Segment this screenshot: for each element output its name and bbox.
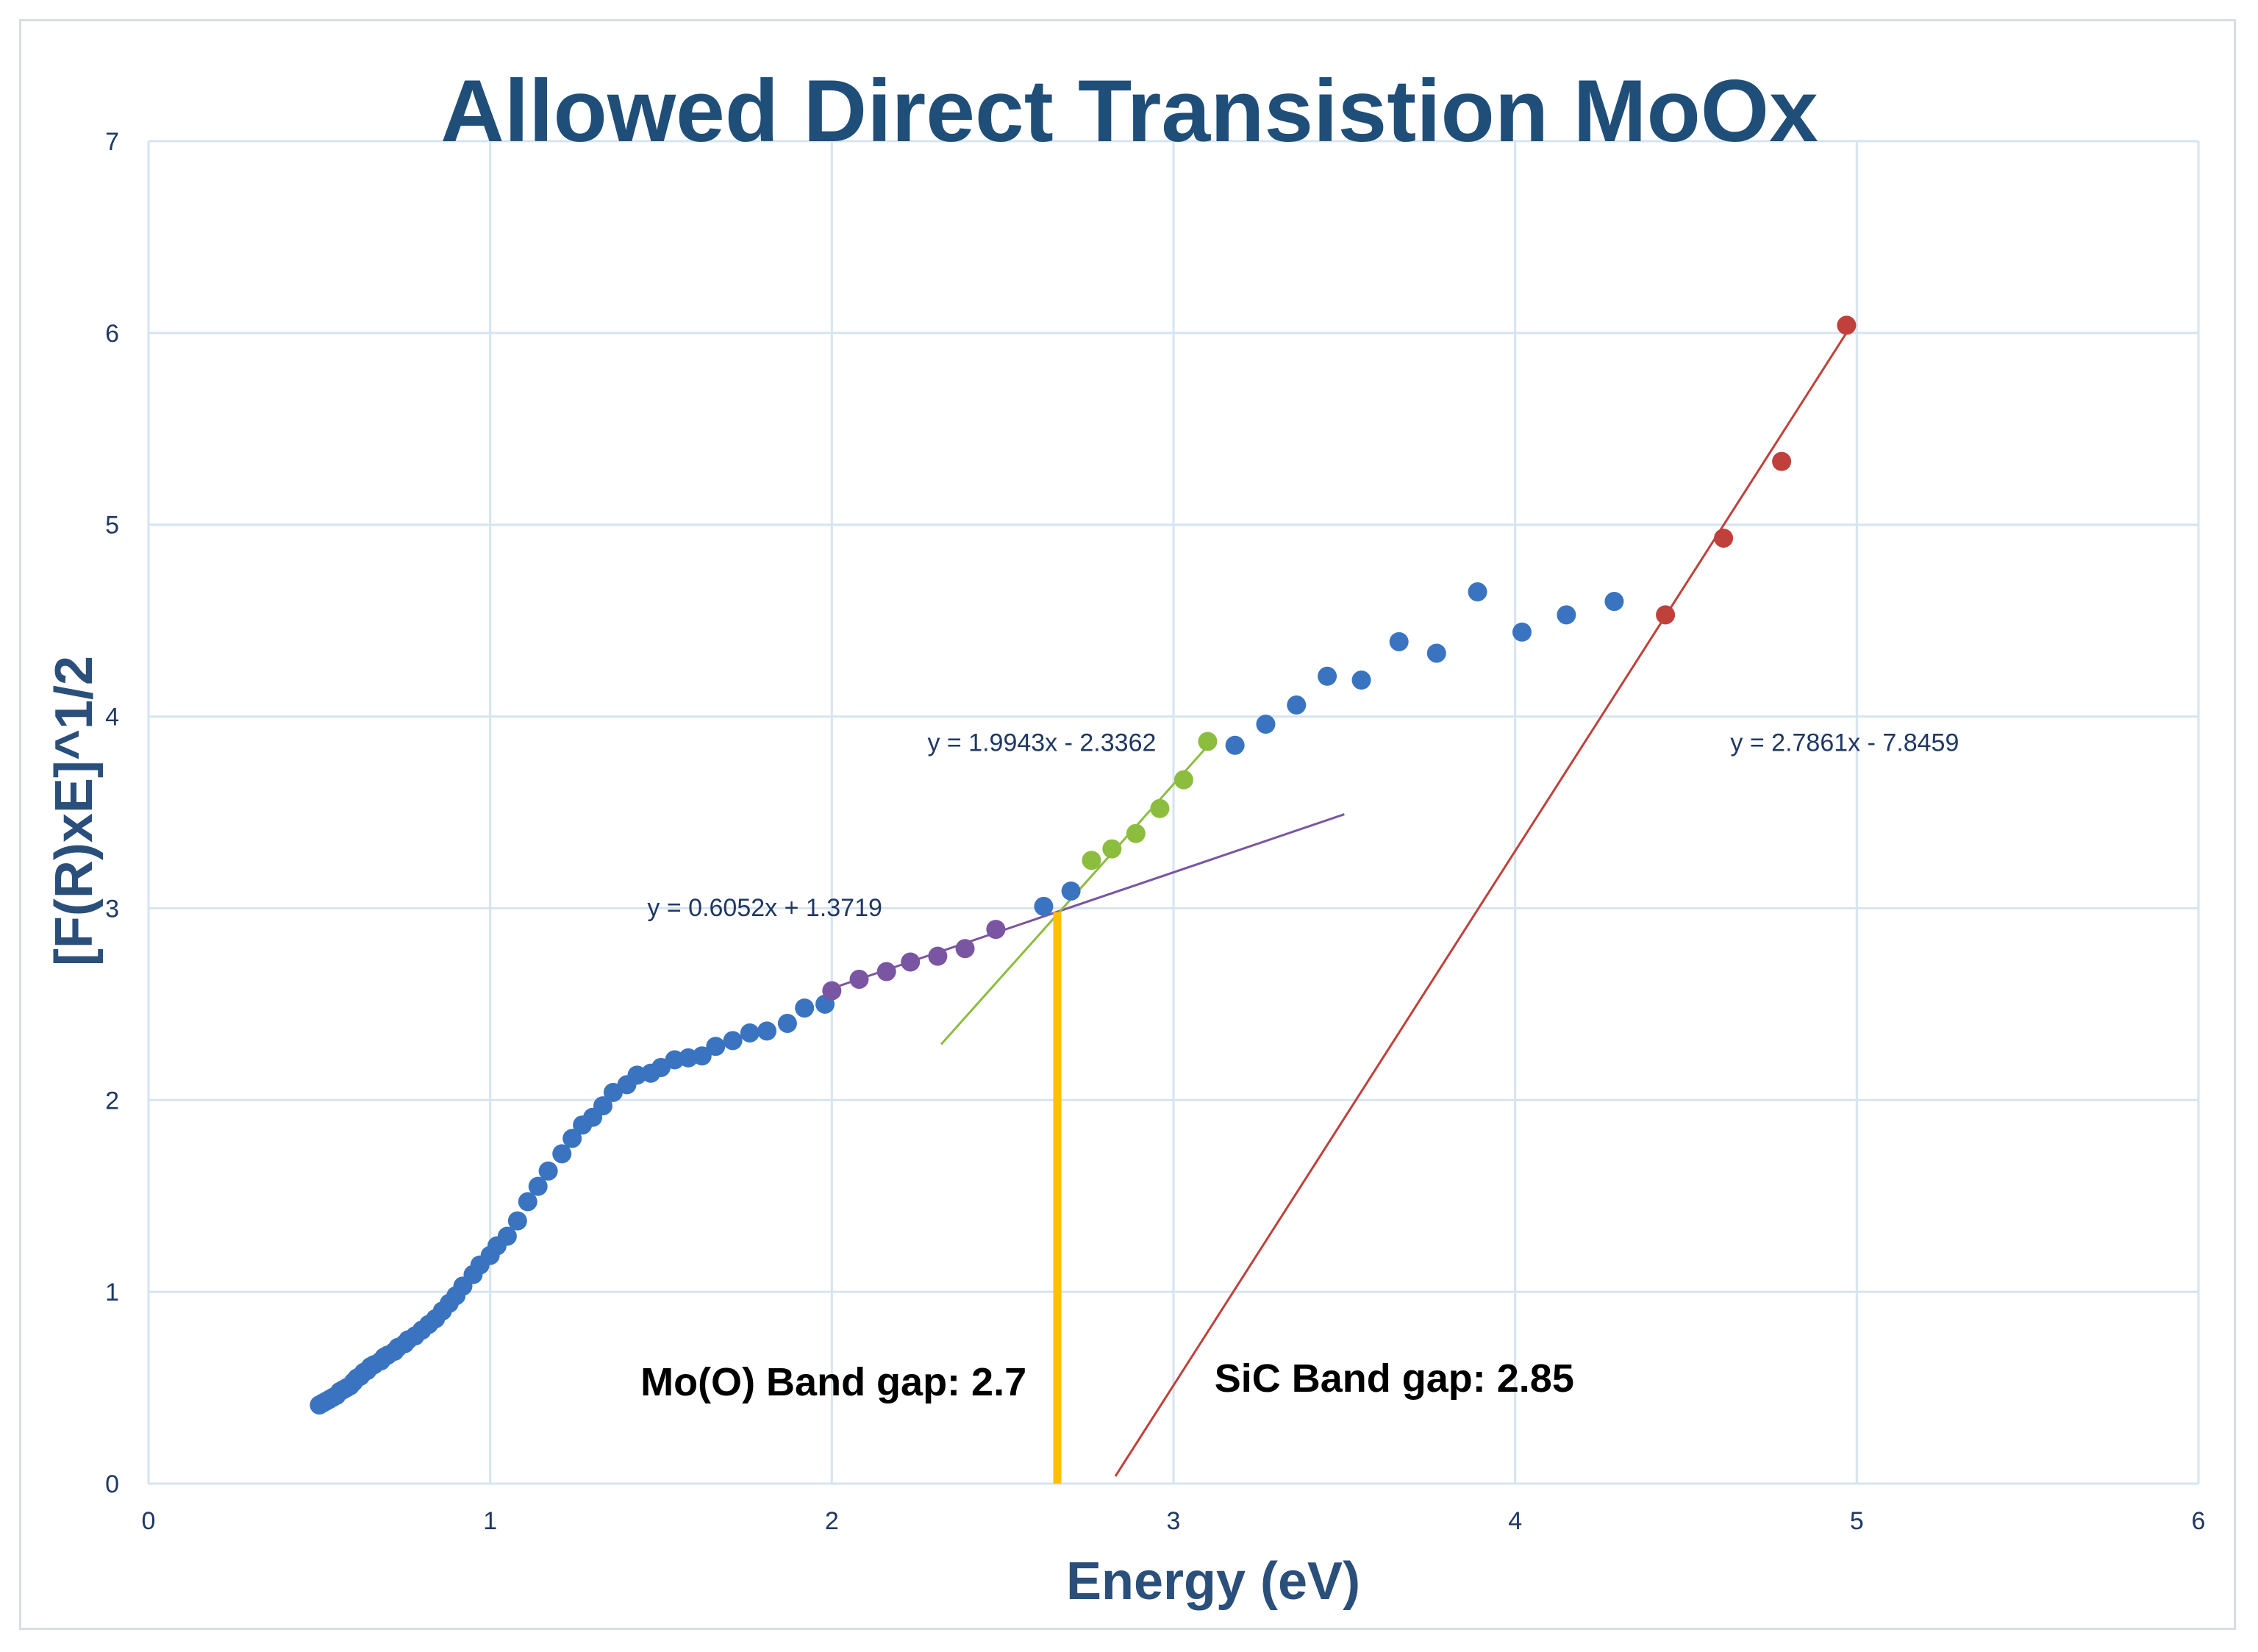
data-point-blue <box>507 1211 527 1231</box>
data-point-purple <box>849 969 869 989</box>
trend-line-red <box>1114 332 1848 1477</box>
data-point-blue <box>1389 632 1409 651</box>
x-tick-label: 5 <box>1850 1507 1864 1535</box>
data-point-blue <box>795 998 815 1018</box>
data-point-blue <box>757 1021 777 1041</box>
data-point-blue <box>1256 715 1276 734</box>
x-tick-label: 0 <box>142 1507 156 1535</box>
data-point-blue <box>497 1226 517 1246</box>
tick-labels: 0 1 2 3 4 5 6 0 1 2 3 4 5 6 7 <box>105 128 2205 1535</box>
x-tick-label: 3 <box>1167 1507 1181 1535</box>
y-tick-label: 6 <box>105 320 119 348</box>
y-tick-label: 4 <box>105 704 119 732</box>
data-point-purple <box>928 946 948 966</box>
chart-frame <box>19 19 2236 1630</box>
data-point-blue <box>1426 643 1446 663</box>
data-point-blue <box>1351 671 1371 690</box>
data-point-green <box>1102 839 1122 859</box>
y-tick-label: 1 <box>105 1279 119 1306</box>
data-point-blue <box>706 1037 726 1056</box>
data-point-purple <box>955 939 975 959</box>
data-point-blue <box>593 1096 613 1116</box>
data-point-blue <box>1512 622 1532 642</box>
data-point-blue <box>1318 666 1337 686</box>
data-point-blue <box>1034 896 1054 916</box>
data-point-blue <box>777 1013 797 1033</box>
x-tick-label: 1 <box>483 1507 497 1535</box>
data-point-blue <box>518 1192 537 1212</box>
data-point-blue <box>723 1031 743 1051</box>
data-point-blue <box>1061 881 1081 901</box>
data-point-red <box>1656 605 1676 625</box>
y-tick-label: 2 <box>105 1087 119 1115</box>
data-point-purple <box>876 962 896 981</box>
data-point-blue <box>552 1144 572 1164</box>
bandgap-annotation: SiC Band gap: 2.85 <box>1215 1356 1574 1401</box>
y-tick-label: 3 <box>105 895 119 923</box>
x-tick-label: 6 <box>2192 1507 2206 1535</box>
x-tick-label: 2 <box>825 1507 839 1535</box>
y-axis-label: [F(R)xE]^1/2 <box>45 656 104 966</box>
data-points <box>310 315 1857 1415</box>
bandgap-annotation: Mo(O) Band gap: 2.7 <box>640 1360 1026 1404</box>
data-point-blue <box>1468 582 1487 602</box>
trend-equation-purple: y = 0.6052x + 1.3719 <box>647 894 882 922</box>
data-point-blue <box>1557 605 1576 625</box>
data-point-blue <box>740 1023 760 1043</box>
x-tick-label: 4 <box>1508 1507 1522 1535</box>
data-point-green <box>1126 823 1146 843</box>
data-point-blue <box>1287 695 1307 715</box>
trend-equation-green: y = 1.9943x - 2.3362 <box>927 729 1156 757</box>
data-point-red <box>1714 528 1734 548</box>
trend-equation-red: y = 2.7861x - 7.8459 <box>1730 729 1959 757</box>
x-axis-label: Energy (eV) <box>1066 1552 1360 1611</box>
y-tick-label: 0 <box>105 1470 119 1498</box>
data-point-green <box>1173 770 1193 790</box>
y-tick-label: 5 <box>105 512 119 540</box>
data-point-red <box>1772 451 1792 471</box>
data-point-purple <box>901 952 921 972</box>
y-tick-label: 7 <box>105 128 119 156</box>
data-point-blue <box>562 1129 582 1148</box>
data-point-red <box>1837 315 1857 335</box>
labels: Allowed Direct Transistion MoOx Energy (… <box>45 62 1959 1611</box>
data-point-green <box>1198 732 1218 751</box>
data-point-blue <box>538 1161 558 1181</box>
data-point-blue <box>1604 592 1624 612</box>
trend-lines <box>831 332 1848 1477</box>
data-point-purple <box>822 981 842 1001</box>
data-point-green <box>1082 851 1101 870</box>
grid <box>147 140 2200 1485</box>
data-point-blue <box>1225 735 1245 755</box>
data-point-blue <box>692 1046 712 1066</box>
data-point-blue <box>528 1176 548 1196</box>
data-point-purple <box>986 920 1006 940</box>
data-point-green <box>1150 798 1170 818</box>
chart-title: Allowed Direct Transistion MoOx <box>440 62 1818 160</box>
